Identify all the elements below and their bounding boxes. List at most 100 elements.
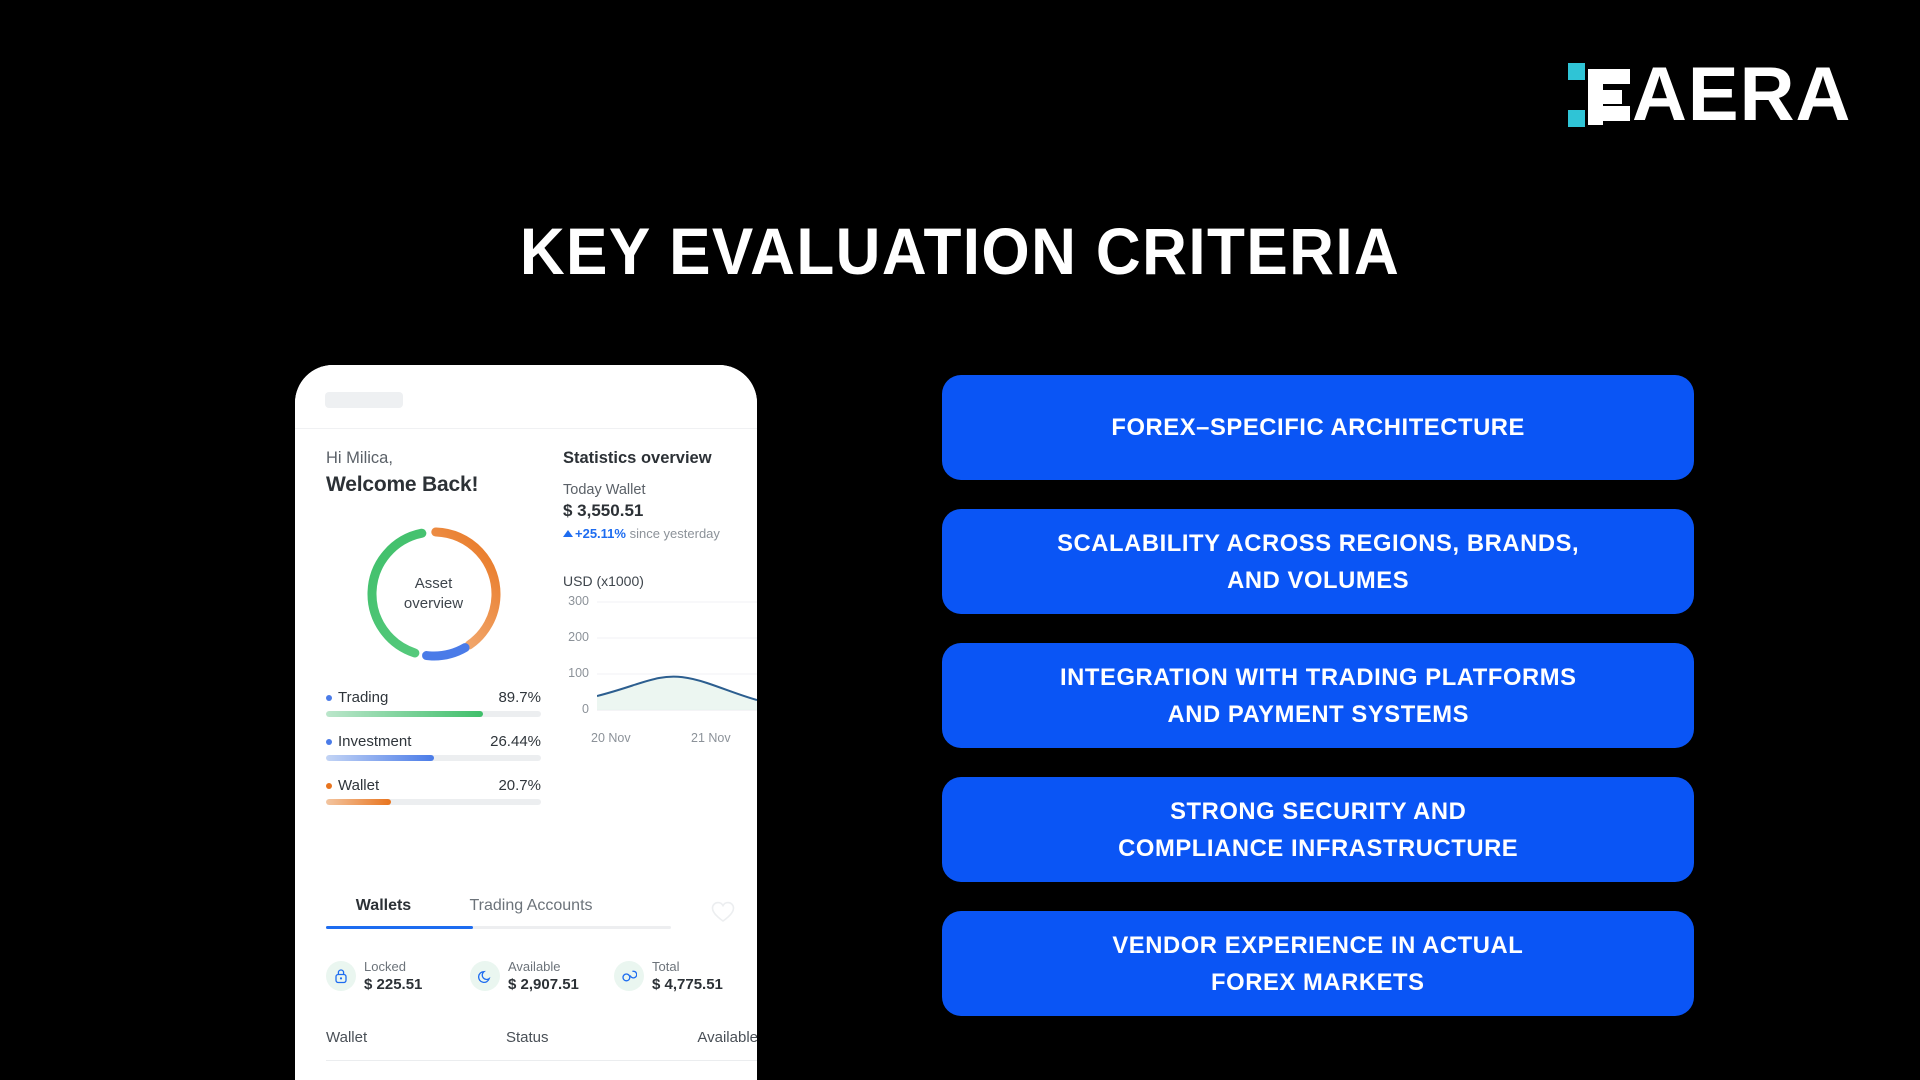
logo-accent-square-top	[1568, 63, 1585, 80]
logo-wordmark: AERA	[1632, 52, 1852, 137]
statistics-subtitle: Today Wallet	[563, 482, 646, 498]
logo-accent-square-bottom	[1568, 110, 1585, 127]
legend-item-trading: Trading 89.7%	[326, 689, 541, 717]
lock-icon	[326, 961, 356, 991]
donut-center-label: Asset overview	[359, 519, 509, 669]
table-header-available: Available	[697, 1029, 757, 1046]
legend-bar-track	[326, 799, 541, 805]
legend-item-wallet: Wallet 20.7%	[326, 777, 541, 805]
criteria-card-2[interactable]: SCALABILITY ACROSS REGIONS, BRANDS, AND V…	[942, 509, 1694, 614]
legend-name-wallet: Wallet	[326, 777, 379, 794]
chip-label-total: Total	[652, 959, 680, 974]
phone-mockup: Hi Milica, Welcome Back!	[295, 365, 757, 1080]
criteria-card-1-label: FOREX–SPECIFIC ARCHITECTURE	[1111, 414, 1525, 441]
tabs-row: Wallets Trading Accounts	[326, 897, 757, 926]
delta-value: +25.11%	[575, 526, 626, 541]
app-body: Hi Milica, Welcome Back!	[295, 429, 757, 1080]
chart-unit-label: USD (x1000)	[563, 573, 644, 589]
table-header-divider	[326, 1060, 757, 1061]
legend-value-trading: 89.7%	[498, 689, 541, 706]
chip-value-total: $ 4,775.51	[652, 976, 723, 993]
wallet-summary-chips: Locked $ 225.51 Available $ 2,907.51	[326, 959, 757, 993]
chart-ytick-300: 300	[568, 594, 589, 608]
greeting-large: Welcome Back!	[326, 473, 479, 496]
legend-dot-icon	[326, 694, 332, 701]
chip-label-available: Available	[508, 959, 561, 974]
topbar-divider	[295, 428, 757, 429]
statistics-title: Statistics overview	[563, 449, 712, 467]
chip-value-available: $ 2,907.51	[508, 976, 579, 993]
wallet-tabs: Wallets Trading Accounts	[326, 897, 757, 929]
page-title: KEY EVALUATION CRITERIA	[519, 214, 1401, 288]
legend-label: Investment	[338, 733, 412, 750]
delta-suffix: since yesterday	[625, 526, 720, 541]
legend-label: Wallet	[338, 777, 380, 794]
legend-value-wallet: 20.7%	[498, 777, 541, 794]
statistics-amount: $ 3,550.51	[563, 501, 644, 520]
criteria-card-2-label: SCALABILITY ACROSS REGIONS, BRANDS, AND V…	[1056, 529, 1580, 594]
statistics-area-chart: 300 200 100 0 20 Nov 21 Nov	[563, 594, 757, 749]
chart-ytick-0: 0	[582, 702, 589, 716]
chip-locked: Locked $ 225.51	[326, 959, 470, 993]
legend-dot-icon	[326, 738, 332, 745]
chip-total: Total $ 4,775.51	[614, 959, 757, 993]
chain-icon	[614, 961, 644, 991]
app-right-column: Statistics overview Today Wallet $ 3,550…	[563, 429, 757, 749]
greeting-small: Hi Milica,	[326, 449, 393, 467]
wallet-table: Wallet Status Available	[326, 1029, 757, 1061]
criteria-card-4[interactable]: STRONG SECURITY AND COMPLIANCE INFRASTRUC…	[942, 777, 1694, 882]
donut-center-line2: overview	[403, 595, 464, 612]
chart-xtick-20nov: 20 Nov	[591, 731, 631, 745]
criteria-card-5-label: VENDOR EXPERIENCE IN ACTUAL FOREX MARKETS	[1112, 931, 1524, 996]
legend-bar-fill	[326, 799, 391, 805]
criteria-card-4-label: STRONG SECURITY AND COMPLIANCE INFRASTRUC…	[1117, 797, 1519, 862]
asset-legend: Trading 89.7% Investment	[326, 689, 541, 805]
app-left-column: Hi Milica, Welcome Back!	[326, 429, 541, 821]
table-header-row: Wallet Status Available	[326, 1029, 757, 1046]
logo-e-bottom-arm	[1588, 106, 1630, 121]
heart-icon[interactable]	[710, 900, 736, 929]
tabs-underline-track	[326, 926, 671, 929]
app-logo-placeholder	[325, 392, 403, 408]
criteria-card-1[interactable]: FOREX–SPECIFIC ARCHITECTURE	[942, 375, 1694, 480]
eaera-logo: AERA	[1568, 55, 1851, 135]
logo-e-mid-arm	[1588, 90, 1622, 104]
criteria-card-5[interactable]: VENDOR EXPERIENCE IN ACTUAL FOREX MARKETS	[942, 911, 1694, 1016]
criteria-card-list: FOREX–SPECIFIC ARCHITECTURE SCALABILITY …	[942, 375, 1694, 1045]
legend-value-investment: 26.44%	[490, 733, 541, 750]
chart-ytick-100: 100	[568, 666, 589, 680]
tab-wallets[interactable]: Wallets	[355, 897, 412, 914]
tabs-active-indicator	[326, 926, 473, 929]
chart-ytick-200: 200	[568, 630, 589, 644]
donut-center-line1: Asset	[414, 575, 453, 592]
donut-chart-svg	[367, 527, 500, 661]
logo-e-top-arm	[1588, 69, 1630, 84]
legend-dot-icon	[326, 782, 332, 789]
legend-name-trading: Trading	[326, 689, 388, 706]
tab-trading-accounts[interactable]: Trading Accounts	[469, 897, 593, 914]
chart-xtick-21nov: 21 Nov	[691, 731, 731, 745]
legend-bar-fill	[326, 711, 483, 717]
criteria-card-3[interactable]: INTEGRATION WITH TRADING PLATFORMS AND PA…	[942, 643, 1694, 748]
app-topbar	[295, 365, 757, 423]
chip-available: Available $ 2,907.51	[470, 959, 614, 993]
chip-value-locked: $ 225.51	[364, 976, 423, 993]
chip-text: Locked $ 225.51	[364, 959, 422, 993]
legend-bar-fill	[326, 755, 434, 761]
legend-bar-track	[326, 755, 541, 761]
chip-text: Available $ 2,907.51	[508, 959, 579, 993]
statistics-delta: +25.11% since yesterday	[563, 526, 757, 541]
criteria-card-3-label: INTEGRATION WITH TRADING PLATFORMS AND PA…	[1059, 663, 1577, 728]
chip-text: Total $ 4,775.51	[652, 959, 723, 993]
chip-label-locked: Locked	[364, 959, 406, 974]
legend-name-investment: Investment	[326, 733, 411, 750]
table-header-wallet: Wallet	[326, 1029, 368, 1046]
legend-label: Trading	[338, 689, 389, 706]
trend-up-icon	[563, 530, 573, 537]
logo-e-mark	[1568, 59, 1630, 131]
table-header-status: Status	[506, 1029, 549, 1046]
chart-plot-area	[597, 601, 757, 711]
moon-icon	[470, 961, 500, 991]
asset-overview-donut: Asset overview	[359, 519, 509, 669]
